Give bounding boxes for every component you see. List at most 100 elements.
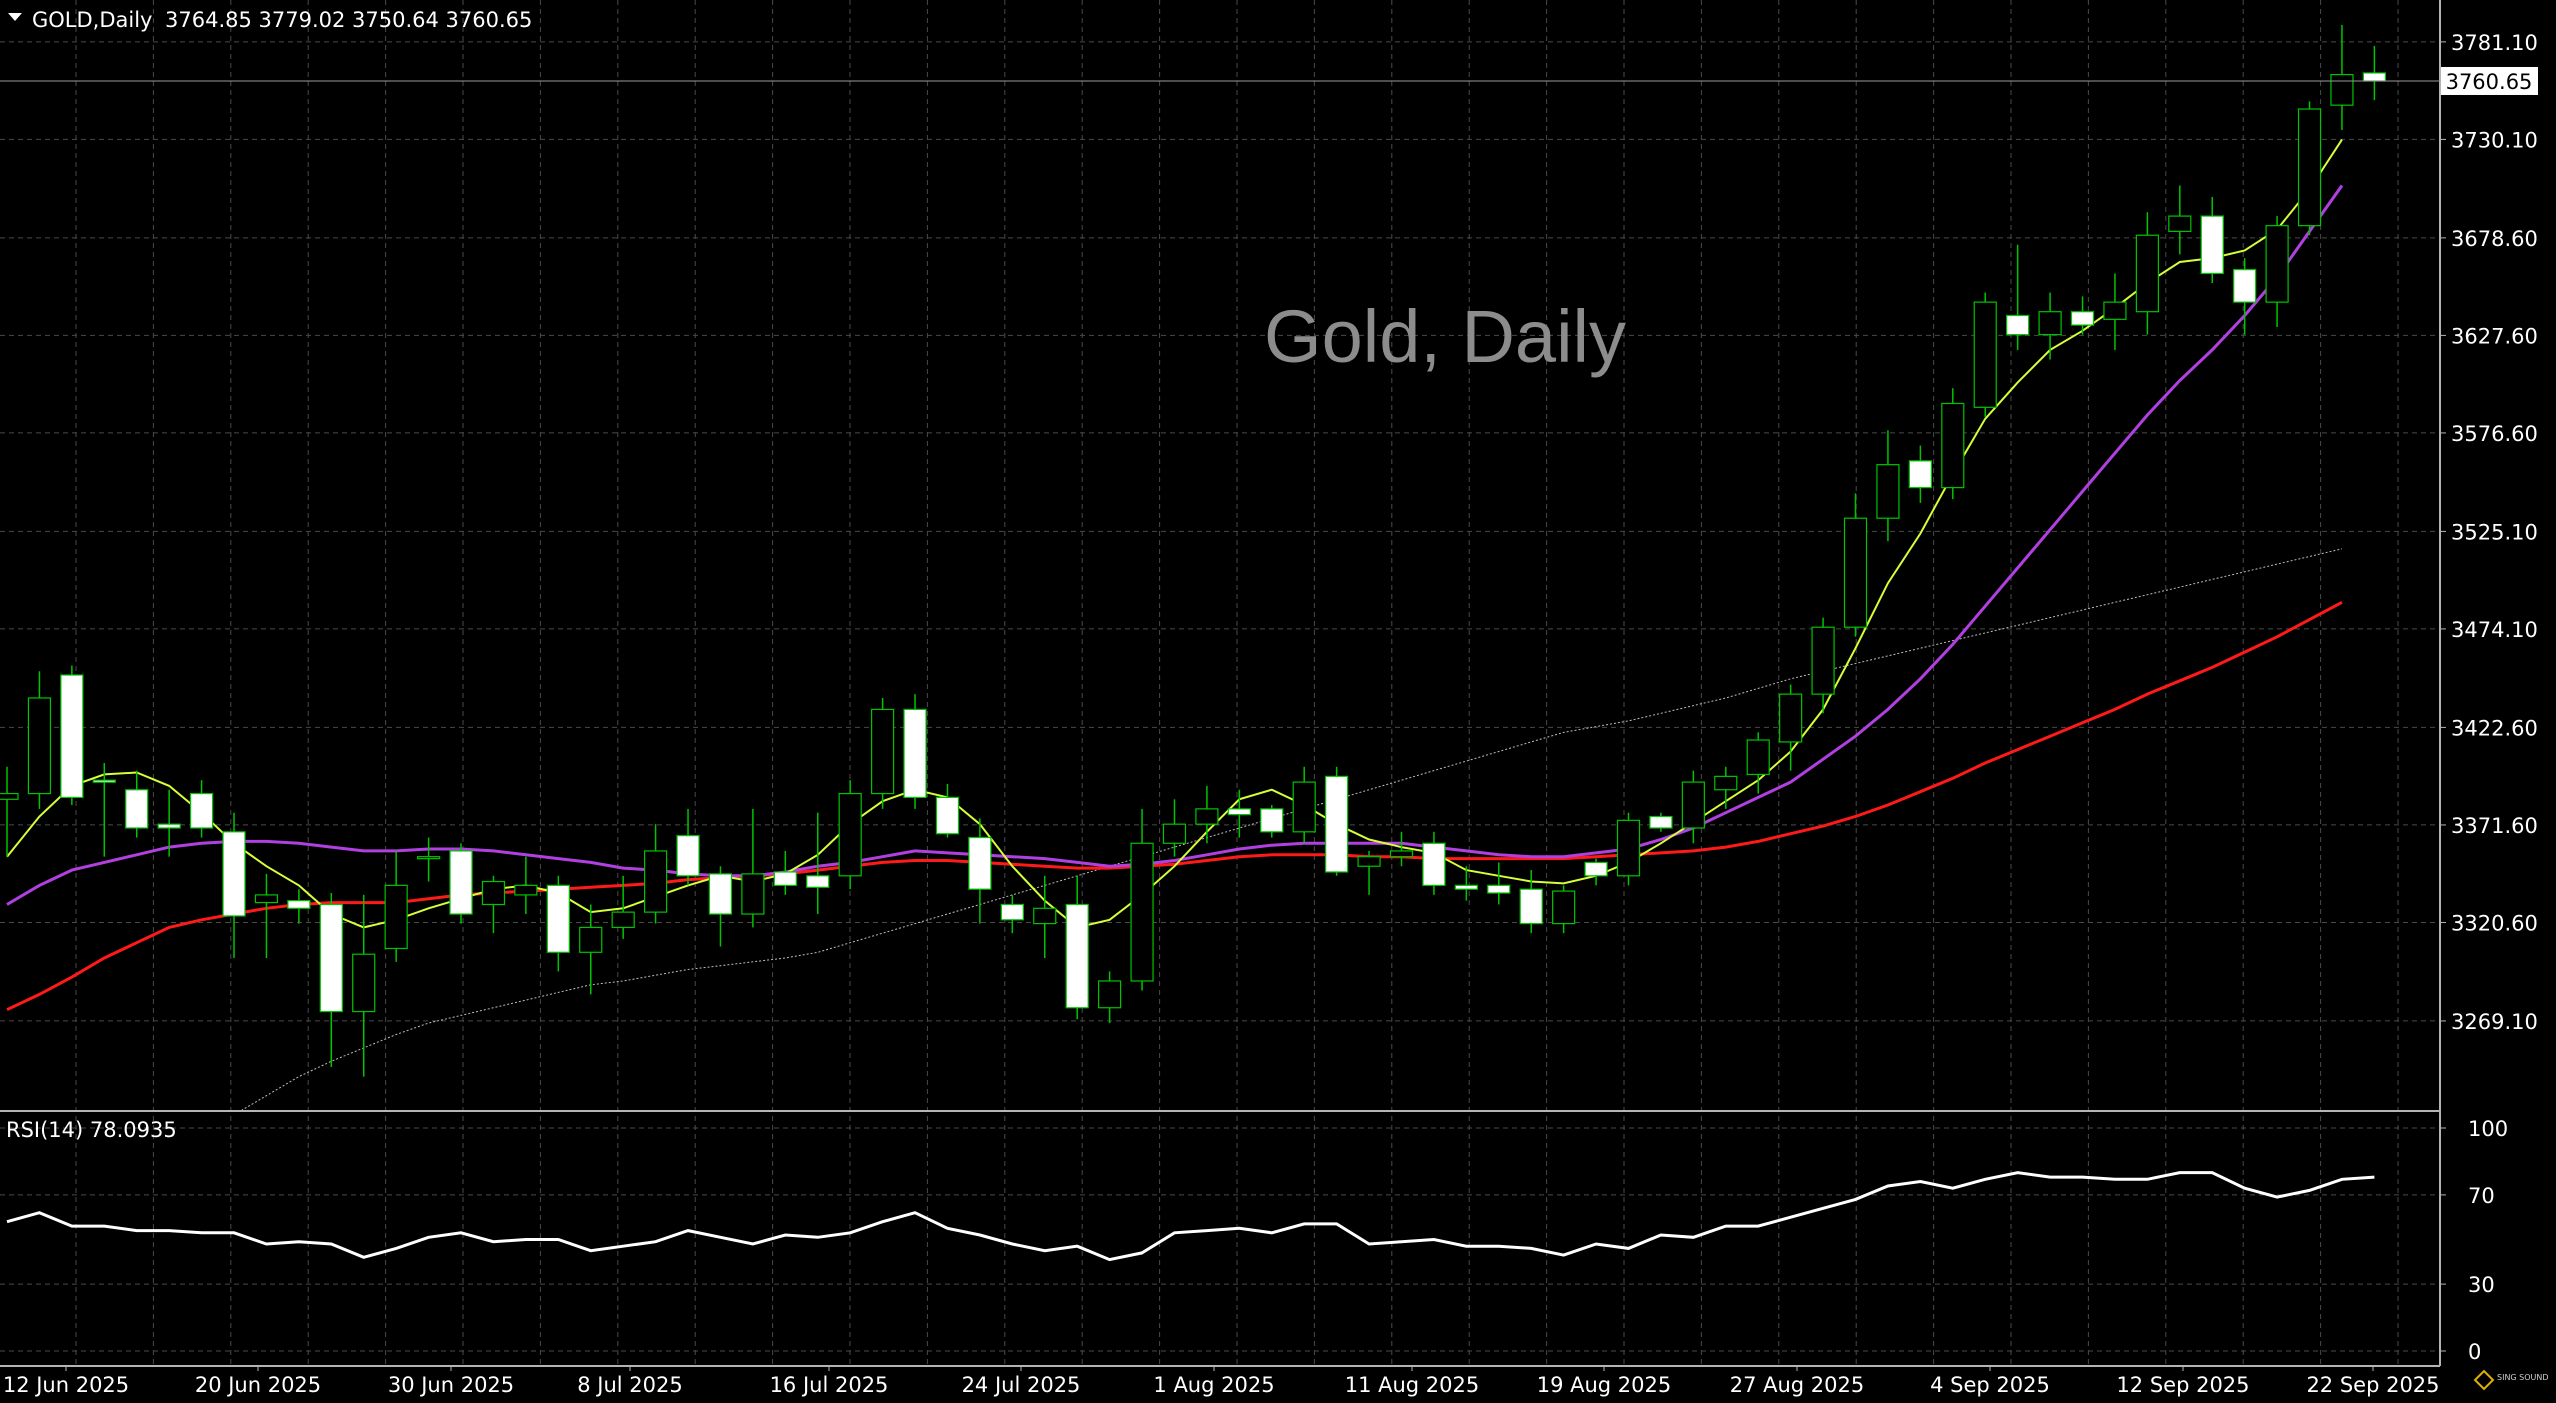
candle-body-bullish <box>611 911 635 929</box>
candle-body-bullish <box>1714 775 1738 791</box>
candle <box>1130 808 1154 991</box>
price-tick-label: 3781.10 <box>2451 31 2538 55</box>
candle <box>1260 805 1284 838</box>
candle-body-bullish <box>2103 301 2127 320</box>
candle-body-bearish <box>1908 460 1932 489</box>
candle-body-bearish <box>92 779 116 783</box>
candle <box>2297 101 2322 236</box>
price-tick-label: 3576.60 <box>2451 422 2538 446</box>
price-tick-label: 3474.10 <box>2451 618 2538 642</box>
candle <box>1357 850 1381 895</box>
candle <box>1454 866 1478 901</box>
candle <box>1162 799 1187 857</box>
candle-body-bullish <box>416 856 441 860</box>
date-tick-label: 12 Jun 2025 <box>3 1373 129 1397</box>
price-tick-label: 3320.60 <box>2451 911 2538 935</box>
candle-body-bearish <box>319 903 343 1013</box>
candle <box>1973 292 1997 417</box>
rsi-indicator-label: RSI(14) 78.0935 <box>6 1118 177 1142</box>
date-tick-label: 1 Aug 2025 <box>1153 1373 1274 1397</box>
candle-body-bullish <box>1033 907 1057 925</box>
symbol-dropdown-icon[interactable] <box>8 13 22 21</box>
candle-body-bullish <box>254 894 279 904</box>
price-tick-label: 3627.60 <box>2451 324 2538 348</box>
ohlc-values: 3764.85 3779.02 3750.64 3760.65 <box>165 8 532 32</box>
candle-body-bullish <box>2265 225 2289 303</box>
candle-body-bullish <box>2297 108 2322 227</box>
candle-body-bullish <box>27 697 52 795</box>
candle-body-bearish <box>903 708 927 798</box>
date-tick-label: 12 Sep 2025 <box>2116 1373 2249 1397</box>
candle <box>1811 617 1835 714</box>
candle <box>125 770 149 838</box>
candle <box>741 808 765 928</box>
candle <box>449 843 473 924</box>
candle <box>1779 684 1803 771</box>
candle-body-bullish <box>643 850 668 913</box>
candle-body-bearish <box>60 674 84 798</box>
candle <box>2168 185 2192 255</box>
candle-body-bearish <box>1649 815 1673 829</box>
candle-body-bearish <box>1422 842 1446 886</box>
candle-body-bullish <box>579 926 603 953</box>
grid-lines <box>0 0 2440 1366</box>
candle-body-bullish <box>1811 626 1835 695</box>
date-axis: 12 Jun 2025 20 Jun 2025 30 Jun 2025 8 Jul 2… <box>3 1366 2440 1397</box>
candle <box>1843 493 1868 637</box>
candle-body-bullish <box>1876 464 1900 519</box>
candle-body-bullish <box>1195 808 1219 825</box>
candle-body-bearish <box>773 871 797 886</box>
candle <box>1519 870 1543 934</box>
candle-body-bearish <box>1260 808 1284 833</box>
date-tick-label: 22 Sep 2025 <box>2306 1373 2439 1397</box>
candle <box>968 818 992 924</box>
rsi-tick-label: 100 <box>2468 1117 2508 1141</box>
candle <box>2330 24 2354 131</box>
candle-body-bearish <box>1227 808 1251 816</box>
candle <box>1227 789 1251 838</box>
date-tick-label: 24 Jul 2025 <box>962 1373 1081 1397</box>
candle-body-bearish <box>1584 861 1608 877</box>
rsi-tick-label: 70 <box>2468 1184 2495 1208</box>
sing-sound-logo: SING SOUND <box>2473 1369 2549 1391</box>
candle <box>1487 862 1511 905</box>
candle-body-bearish <box>708 873 733 915</box>
candle-body-bullish <box>1616 819 1641 877</box>
candle <box>481 875 506 934</box>
candle <box>189 780 214 838</box>
candle-body-bullish <box>384 884 408 950</box>
symbol-timeframe-label: GOLD,Daily <box>32 8 152 32</box>
candle <box>222 812 246 959</box>
candle <box>60 665 84 806</box>
candle <box>1000 894 1024 934</box>
candle-body-bullish <box>838 792 862 877</box>
candle-body-bullish <box>2330 73 2354 106</box>
candle-body-bullish <box>1746 739 1770 776</box>
candle <box>1292 766 1316 844</box>
candle-body-bullish <box>1552 890 1576 925</box>
candle-body-bearish <box>676 835 700 877</box>
candle-body-bearish <box>2362 72 2386 82</box>
candle <box>2200 196 2224 284</box>
candle-body-bullish <box>1681 781 1705 829</box>
candle <box>1325 766 1349 876</box>
price-tick-label: 3678.60 <box>2451 227 2538 251</box>
candle <box>1422 831 1446 895</box>
candle <box>546 875 570 972</box>
candle-body-bullish <box>1130 842 1154 982</box>
candle-body-bearish <box>125 789 149 829</box>
candle <box>1908 445 1932 503</box>
date-tick-label: 30 Jun 2025 <box>388 1373 514 1397</box>
candle <box>2038 292 2062 360</box>
candle <box>1033 875 1057 959</box>
candle-body-bullish <box>514 884 538 896</box>
date-tick-label: 11 Aug 2025 <box>1345 1373 1480 1397</box>
candle <box>92 762 116 857</box>
candle-body-bullish <box>1779 693 1803 743</box>
candle-body-bearish <box>222 831 246 917</box>
candle <box>643 824 668 924</box>
candle <box>2233 258 2257 335</box>
candle-body-bullish <box>1357 856 1381 867</box>
candle <box>1714 766 1738 809</box>
date-tick-label: 4 Sep 2025 <box>1930 1373 2050 1397</box>
